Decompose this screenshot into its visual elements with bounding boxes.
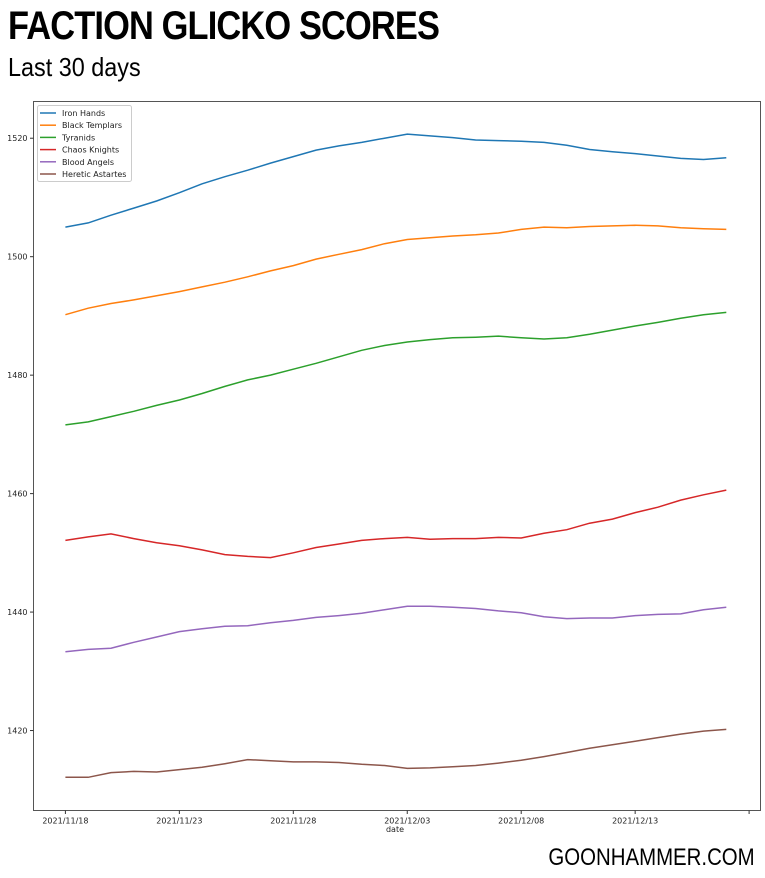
y-tick-label: 1500 bbox=[7, 253, 27, 262]
x-axis-label: date bbox=[386, 825, 404, 834]
x-tick-label: 2021/11/28 bbox=[270, 817, 316, 826]
x-tick-label: 2021/11/18 bbox=[42, 817, 88, 826]
legend-label: Black Templars bbox=[62, 121, 122, 130]
series-line-heretic-astartes bbox=[65, 728, 727, 779]
series-line-black-templars bbox=[65, 224, 727, 316]
x-tick-label: 2021/12/08 bbox=[498, 817, 544, 826]
legend-item: Iron Hands bbox=[40, 109, 105, 118]
y-tick-label: 1420 bbox=[7, 727, 27, 736]
legend-item: Black Templars bbox=[40, 121, 122, 130]
series-layer bbox=[65, 133, 727, 779]
y-tick-label: 1520 bbox=[7, 134, 27, 143]
chart-subtitle: Last 30 days bbox=[8, 52, 141, 82]
x-tick-label: 2021/12/03 bbox=[384, 817, 430, 826]
legend-item: Blood Angels bbox=[40, 158, 114, 167]
chart-title: FACTION GLICKO SCORES bbox=[8, 4, 440, 48]
x-tick-label: 2021/12/13 bbox=[612, 817, 658, 826]
legend-label: Iron Hands bbox=[62, 109, 105, 118]
plot-frame bbox=[33, 101, 761, 811]
legend-label: Tyranids bbox=[61, 133, 95, 142]
legend-box bbox=[37, 105, 132, 182]
legend-label: Chaos Knights bbox=[62, 146, 119, 155]
y-tick-label: 1460 bbox=[7, 490, 27, 499]
axes: 1420 1440 1460 1480 1500 1520 2021/11/18 2021/1… bbox=[7, 134, 750, 826]
series-line-blood-angels bbox=[65, 605, 727, 653]
legend: Iron Hands Black Templars Tyranids Chaos Kn… bbox=[37, 105, 132, 182]
y-tick-label: 1480 bbox=[7, 371, 27, 380]
legend-item: Heretic Astartes bbox=[40, 170, 126, 179]
legend-label: Heretic Astartes bbox=[62, 170, 126, 179]
brand-watermark: GOONHAMMER.COM bbox=[548, 844, 755, 871]
series-line-chaos-knights bbox=[65, 489, 727, 559]
series-line-iron-hands bbox=[65, 133, 727, 228]
legend-item: Tyranids bbox=[40, 133, 95, 142]
x-tick-label: 2021/11/23 bbox=[156, 817, 202, 826]
series-line-tyranids bbox=[65, 311, 727, 426]
legend-label: Blood Angels bbox=[62, 158, 114, 167]
legend-item: Chaos Knights bbox=[40, 146, 119, 155]
y-tick-label: 1440 bbox=[7, 608, 27, 617]
